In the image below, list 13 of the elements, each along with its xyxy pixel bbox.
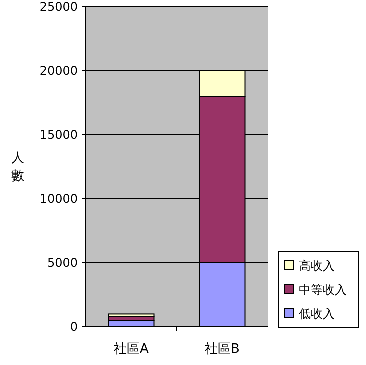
y-tick-label: 25000 bbox=[40, 0, 78, 14]
legend-label: 中等收入 bbox=[299, 283, 347, 298]
y-tick-label: 10000 bbox=[40, 192, 78, 206]
y-tick-label: 5000 bbox=[47, 256, 78, 270]
y-tick-label: 20000 bbox=[40, 64, 78, 78]
x-tick-label: 社區A bbox=[114, 342, 150, 357]
y-tick-label: 15000 bbox=[40, 128, 78, 142]
legend-label: 高收入 bbox=[299, 259, 335, 274]
y-axis-title: 人數 bbox=[12, 151, 24, 184]
legend-label: 低收入 bbox=[299, 307, 335, 322]
x-tick-label: 社區B bbox=[205, 342, 240, 357]
bar bbox=[108, 314, 155, 318]
y-tick-label: 0 bbox=[70, 320, 78, 334]
